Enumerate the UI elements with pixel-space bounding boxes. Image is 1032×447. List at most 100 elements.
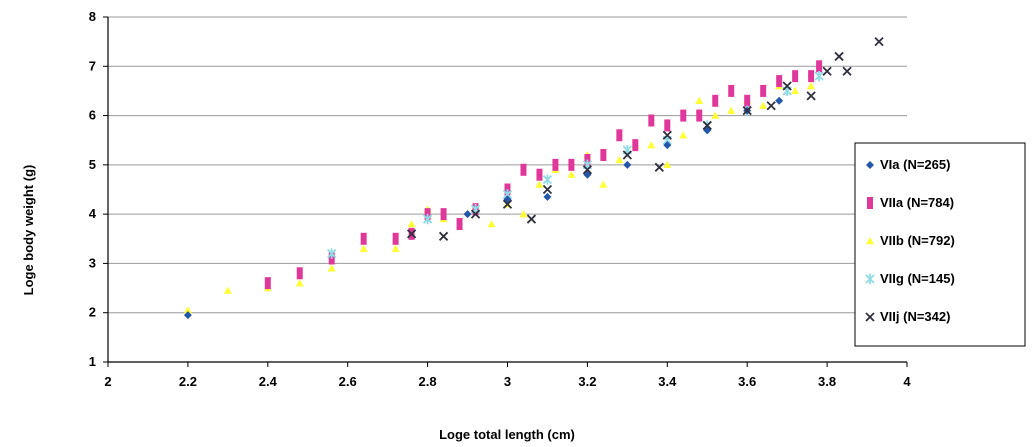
- data-point: [296, 267, 303, 280]
- legend-marker: [866, 161, 874, 169]
- data-point: [695, 96, 704, 104]
- data-point: [712, 94, 719, 107]
- data-point: [582, 165, 593, 175]
- legend-box: [854, 142, 1026, 347]
- data-point: [456, 218, 463, 230]
- legend-marker: [865, 273, 875, 285]
- data-point: [502, 199, 513, 209]
- legend-marker: [865, 312, 875, 322]
- data-point: [392, 232, 399, 245]
- data-point: [680, 109, 687, 122]
- data-point: [663, 160, 672, 169]
- data-point: [535, 180, 544, 188]
- data-point: [654, 162, 664, 172]
- data-point: [782, 81, 792, 91]
- data-point: [440, 208, 447, 221]
- data-point: [463, 210, 472, 219]
- data-point: [696, 109, 703, 122]
- data-point: [814, 70, 824, 82]
- data-point: [766, 101, 776, 111]
- data-point: [360, 232, 367, 245]
- y-axis-title: Loge body weight (g): [21, 165, 36, 296]
- data-point: [727, 106, 736, 114]
- data-point: [663, 141, 672, 150]
- data-point: [775, 96, 784, 105]
- y-tick-label: 1: [89, 354, 96, 369]
- data-point: [702, 120, 712, 131]
- x-tick-label: 3: [504, 374, 511, 389]
- data-point: [567, 170, 576, 178]
- data-point: [615, 155, 624, 164]
- data-point: [327, 264, 336, 272]
- data-point: [822, 66, 832, 76]
- data-point: [792, 70, 799, 83]
- data-point: [834, 51, 844, 62]
- data-point: [519, 210, 528, 218]
- data-point: [728, 84, 735, 97]
- data-point: [438, 231, 449, 241]
- data-point: [791, 86, 800, 95]
- data-point: [742, 106, 752, 116]
- y-tick-label: 8: [89, 9, 96, 24]
- data-point: [744, 94, 751, 107]
- data-point: [295, 279, 304, 287]
- data-point: [542, 174, 553, 185]
- x-tick-label: 2.6: [339, 374, 357, 389]
- legend-entry: VIIj (N=342): [880, 309, 950, 324]
- data-point: [487, 220, 496, 228]
- data-point: [520, 163, 527, 176]
- legend-entry: VIIg (N=145): [880, 271, 955, 286]
- data-point: [807, 82, 816, 90]
- y-tick-label: 5: [89, 157, 96, 172]
- legend-marker: [866, 237, 874, 245]
- data-point: [662, 130, 672, 140]
- y-tick-label: 7: [89, 58, 96, 73]
- x-tick-label: 2: [104, 374, 111, 389]
- data-point: [842, 66, 852, 76]
- data-point: [782, 85, 792, 97]
- data-point: [808, 70, 815, 83]
- data-point: [391, 244, 400, 252]
- axes: [107, 17, 908, 367]
- data-point: [664, 119, 671, 132]
- data-point: [568, 158, 575, 171]
- y-tick-label: 4: [89, 206, 97, 221]
- data-point: [542, 184, 553, 195]
- data-point: [622, 150, 632, 160]
- legend-entry: VIIa (N=784): [880, 195, 954, 210]
- data-point: [679, 131, 688, 139]
- data-point: [806, 91, 816, 101]
- data-point: [407, 220, 416, 228]
- legend-entry: VIIb (N=792): [880, 233, 955, 248]
- y-tick-labels: 1 2 3 4 5 6 7 8: [89, 9, 97, 369]
- data-point: [632, 139, 639, 152]
- data-point: [543, 192, 552, 201]
- data-point: [422, 213, 433, 225]
- data-point: [760, 84, 767, 97]
- data-point: [552, 158, 559, 171]
- data-point: [759, 101, 768, 109]
- data-point: [327, 248, 337, 259]
- legend: VIa (N=265) VIIa (N=784) VIIb (N=792) VIIg …: [854, 142, 1026, 347]
- x-tick-label: 2.8: [419, 374, 437, 389]
- x-axis-title: Loge total length (cm): [439, 427, 575, 442]
- x-tick-label: 4: [903, 374, 911, 389]
- y-tick-label: 6: [89, 108, 96, 123]
- data-point: [406, 229, 417, 239]
- y-tick-label: 2: [89, 305, 96, 320]
- data-points: [183, 37, 884, 320]
- data-point: [622, 144, 632, 156]
- data-point: [874, 37, 884, 47]
- data-point: [183, 306, 192, 314]
- x-tick-label: 3.4: [658, 374, 677, 389]
- grid-lines: [103, 16, 907, 363]
- data-point: [623, 160, 632, 169]
- data-point: [816, 60, 823, 73]
- y-tick-label: 3: [89, 255, 96, 270]
- data-point: [711, 111, 720, 119]
- legend-entry: VIa (N=265): [880, 157, 950, 172]
- x-tick-label: 3.2: [578, 374, 596, 389]
- data-point: [470, 209, 481, 219]
- legend-marker: [867, 197, 873, 209]
